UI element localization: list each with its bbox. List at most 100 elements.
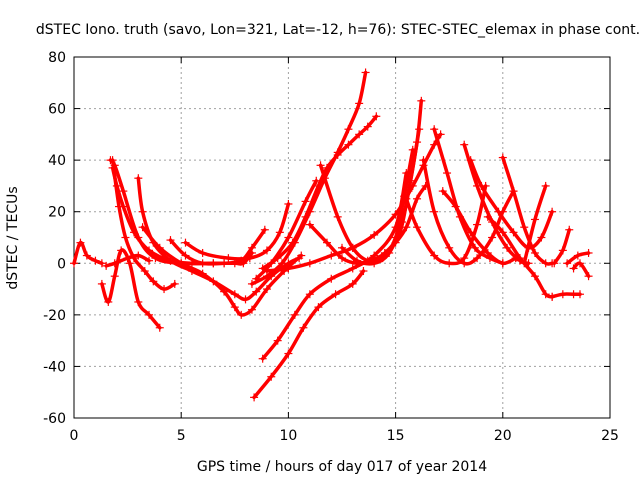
data-point — [237, 310, 246, 319]
data-point — [149, 277, 158, 286]
data-point — [123, 254, 132, 263]
data-point — [110, 272, 119, 281]
data-point — [445, 243, 454, 252]
data-point — [284, 349, 293, 358]
data-point — [558, 246, 567, 255]
data-point — [119, 187, 128, 196]
series-line — [571, 261, 591, 278]
data-point — [413, 194, 422, 203]
series-arc13 — [252, 176, 321, 283]
data-point — [363, 122, 372, 131]
data-point — [247, 243, 256, 252]
data-point — [247, 279, 256, 288]
series-arc29 — [548, 290, 584, 301]
data-point — [548, 292, 557, 301]
data-point — [198, 259, 207, 268]
data-point — [104, 297, 113, 306]
data-point — [575, 259, 584, 268]
data-point — [406, 176, 415, 185]
data-point — [115, 202, 124, 211]
data-point — [130, 228, 139, 237]
plot-frame — [73, 56, 611, 419]
y-axis: -60 -40 -20 0 20 40 60 80 — [43, 50, 610, 427]
series-arc31 — [563, 248, 593, 268]
series-line — [432, 127, 505, 266]
data-point — [331, 290, 340, 299]
series-line — [108, 158, 254, 266]
data-point — [430, 251, 439, 260]
data-point — [530, 272, 539, 281]
data-point — [177, 259, 186, 268]
data-point — [550, 259, 559, 268]
x-tick-label: 20 — [494, 428, 512, 444]
data-point — [530, 215, 539, 224]
data-point — [509, 228, 518, 237]
data-point — [262, 267, 271, 276]
data-point — [438, 187, 447, 196]
data-point — [466, 156, 475, 165]
y-tick-label: -40 — [43, 359, 66, 375]
data-point — [372, 112, 381, 121]
data-point — [230, 290, 239, 299]
series-arc28 — [483, 212, 557, 301]
y-tick-label: 0 — [57, 256, 66, 272]
data-point — [322, 163, 331, 172]
data-point — [70, 259, 78, 268]
data-point — [125, 259, 134, 268]
data-point — [273, 336, 282, 345]
data-point — [460, 259, 469, 268]
data-point — [82, 251, 91, 260]
data-point — [316, 161, 325, 170]
data-point — [284, 233, 293, 242]
data-point — [565, 225, 574, 234]
data-point — [520, 259, 529, 268]
data-point — [380, 248, 389, 257]
data-point — [402, 223, 411, 232]
data-point — [398, 218, 407, 227]
data-point — [541, 181, 550, 190]
data-point — [301, 212, 310, 221]
data-point — [245, 254, 254, 263]
data-point — [327, 274, 336, 283]
data-point — [224, 254, 233, 263]
data-point — [267, 372, 276, 381]
y-tick-label: -60 — [43, 411, 66, 427]
series-arc21 — [402, 181, 490, 268]
data-point — [102, 261, 111, 270]
chart-title: dSTEC Iono. truth (savo, Lon=321, Lat=-1… — [36, 22, 640, 38]
data-point — [348, 264, 357, 273]
y-tick-label: 80 — [48, 50, 66, 66]
data-point — [166, 236, 175, 245]
data-point — [430, 125, 439, 134]
data-point — [498, 259, 507, 268]
data-point — [134, 174, 143, 183]
data-point — [563, 259, 572, 268]
series-arc6 — [102, 251, 154, 270]
data-point — [170, 279, 179, 288]
data-point — [155, 243, 164, 252]
data-point — [391, 238, 400, 247]
data-point — [247, 305, 256, 314]
data-point — [348, 279, 357, 288]
data-point — [155, 323, 164, 332]
data-point — [305, 220, 314, 229]
data-point — [181, 238, 190, 247]
data-point — [498, 228, 507, 237]
data-point — [277, 259, 286, 268]
series-line — [110, 158, 177, 291]
data-point — [498, 153, 507, 162]
data-point — [262, 246, 271, 255]
data-point — [117, 246, 126, 255]
data-point — [134, 297, 143, 306]
data-point — [198, 248, 207, 257]
y-tick-label: 60 — [48, 102, 66, 118]
data-point — [252, 274, 261, 283]
data-point — [333, 150, 342, 159]
data-point — [515, 254, 524, 263]
x-tick-label: 25 — [601, 428, 619, 444]
data-point — [530, 248, 539, 257]
data-point — [220, 287, 229, 296]
data-point — [121, 233, 130, 242]
data-point — [299, 323, 308, 332]
